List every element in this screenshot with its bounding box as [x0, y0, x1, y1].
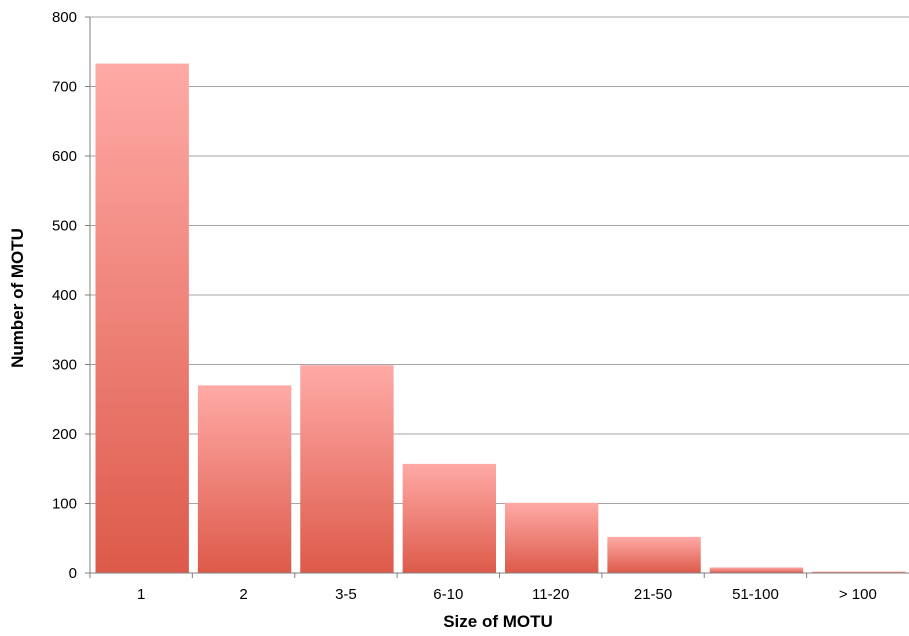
- y-tick-label: 0: [69, 565, 77, 582]
- x-tick-label: > 100: [839, 586, 877, 603]
- x-tick-label: 6-10: [433, 586, 463, 603]
- bar: [95, 63, 189, 573]
- bars: [95, 63, 906, 573]
- y-tick-label: 600: [52, 148, 77, 165]
- x-tick-label: 1: [137, 586, 145, 603]
- x-tick-label: 3-5: [335, 586, 357, 603]
- x-tick-label: 11-20: [532, 586, 569, 603]
- y-tick-label: 400: [52, 287, 77, 304]
- bar: [197, 385, 292, 573]
- y-tick-labels: 0 100 200 300 400 500 600 700 800: [52, 9, 77, 582]
- y-axis-title: Number of MOTU: [8, 228, 27, 368]
- x-tick-labels: 1 2 3-5 6-10 11-20 21-50 51-100 > 100: [137, 586, 877, 603]
- bar: [607, 536, 701, 573]
- bar: [300, 365, 394, 573]
- bar: [505, 502, 599, 573]
- bar: [709, 567, 804, 573]
- bar: [402, 463, 496, 573]
- bar: [812, 571, 906, 573]
- x-tick-label: 2: [239, 586, 247, 603]
- y-tick-label: 800: [52, 9, 77, 26]
- y-tick-label: 200: [52, 426, 77, 443]
- y-tick-label: 300: [52, 357, 77, 374]
- y-tick-label: 500: [52, 218, 77, 235]
- x-tick-label: 51-100: [732, 586, 779, 603]
- y-tick-label: 100: [52, 496, 77, 513]
- axes: [89, 17, 909, 574]
- x-axis-title: Size of MOTU: [443, 612, 553, 631]
- y-tick-label: 700: [52, 79, 77, 96]
- x-tick-label: 21-50: [634, 586, 672, 603]
